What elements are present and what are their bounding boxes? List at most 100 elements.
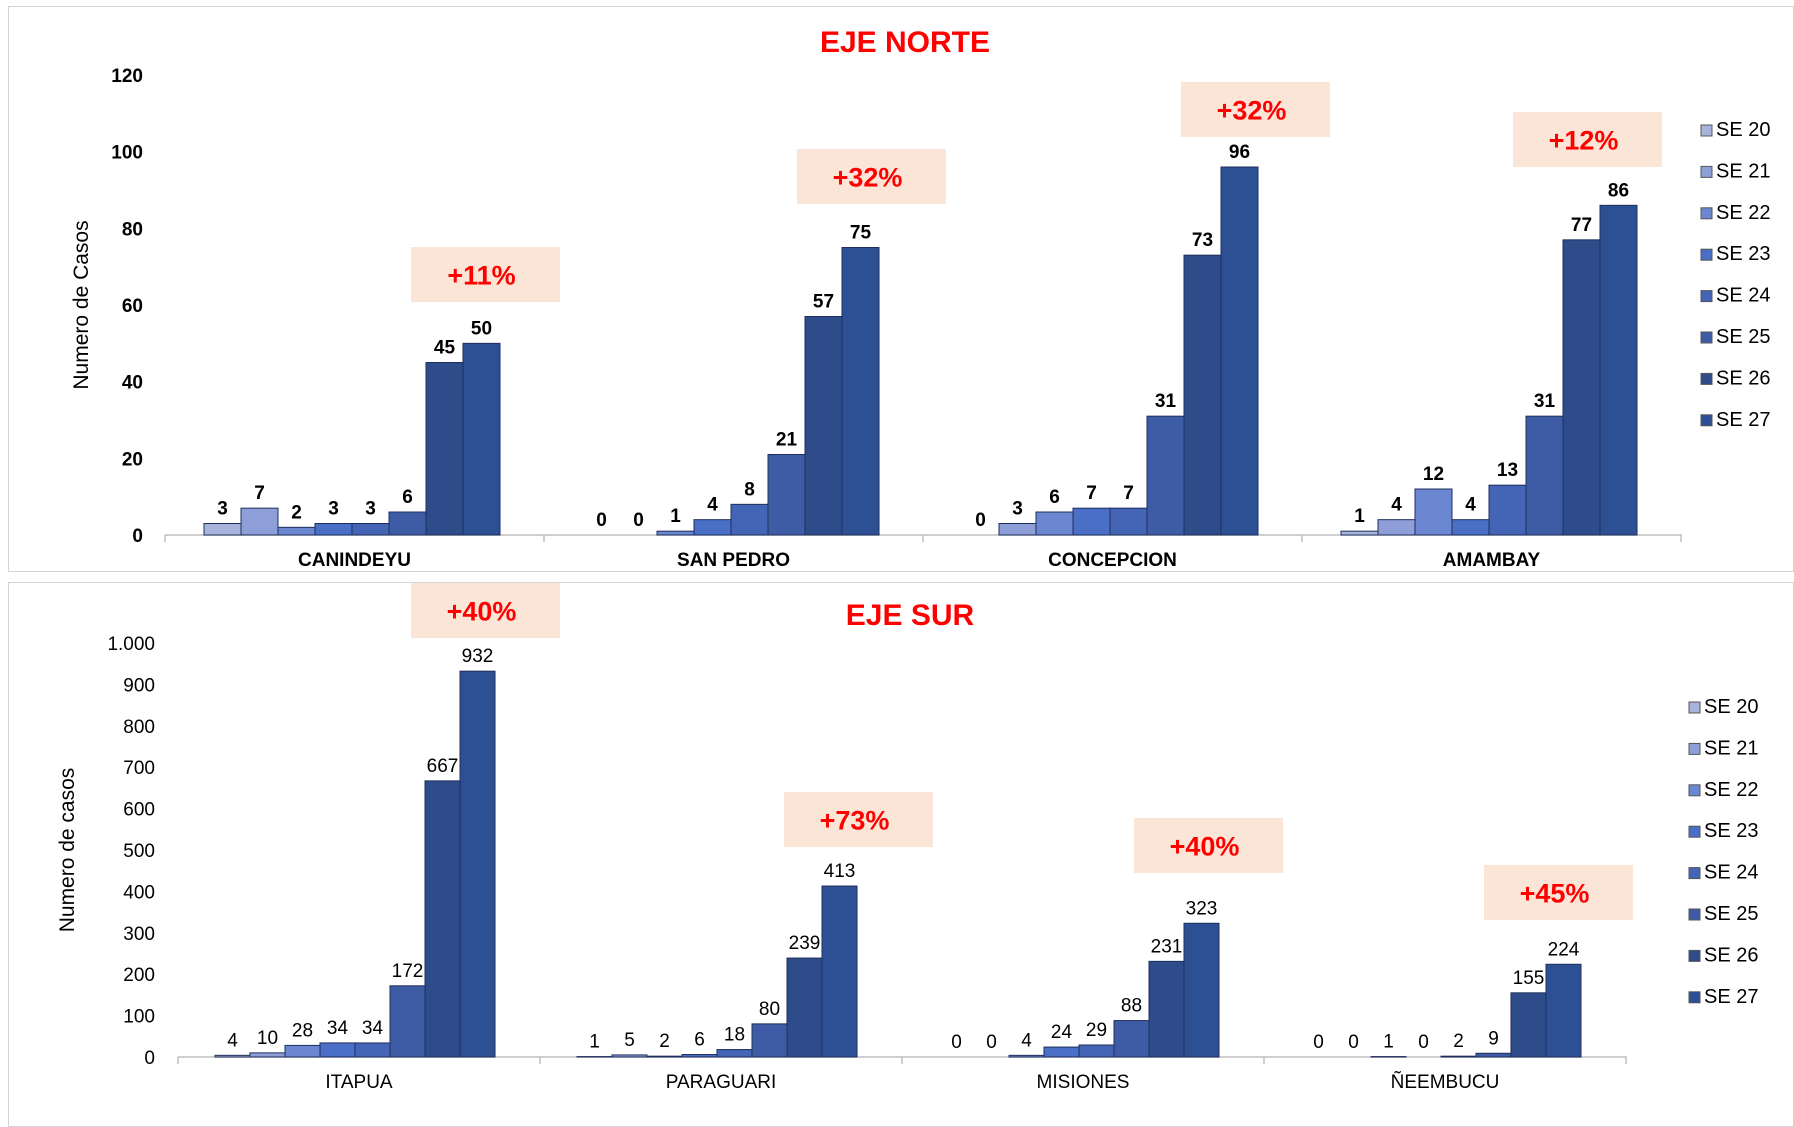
y-tick-label: 120 [111, 66, 143, 87]
bar [611, 1054, 648, 1058]
bar [203, 523, 242, 536]
data-label: 28 [292, 1020, 313, 1041]
data-label: 0 [596, 510, 607, 531]
bar [462, 342, 501, 536]
data-label: 96 [1229, 142, 1250, 163]
data-label: 6 [402, 487, 413, 508]
y-tick-label: 900 [123, 675, 155, 696]
y-tick-label: 1.000 [107, 634, 155, 655]
bar [1414, 488, 1453, 536]
data-label: 3 [328, 499, 339, 520]
data-label: 86 [1608, 180, 1629, 201]
bar [425, 362, 464, 536]
data-label: 7 [1086, 483, 1097, 504]
bar [1146, 415, 1185, 536]
bar [767, 454, 806, 536]
legend-label: SE 20 [1704, 696, 1758, 718]
bar [1148, 960, 1185, 1058]
legend-label: SE 26 [1704, 944, 1758, 966]
annotation-box [784, 792, 933, 847]
annotation-box [1513, 112, 1662, 167]
data-label: 3 [365, 499, 376, 520]
data-label: 155 [1513, 968, 1545, 989]
percent-change-label: +40% [447, 597, 517, 627]
bar [681, 1054, 718, 1058]
chart-panel-eje-norte [8, 6, 1794, 572]
bar [998, 523, 1037, 536]
data-label: 667 [427, 756, 459, 777]
data-label: 0 [986, 1032, 997, 1053]
annotation-box [411, 583, 560, 638]
bar [1340, 530, 1379, 536]
bar [319, 1042, 356, 1058]
data-label: 1 [670, 506, 681, 527]
data-label: 10 [257, 1028, 278, 1049]
category-label: SAN PEDRO [677, 550, 790, 571]
data-label: 3 [1012, 499, 1023, 520]
bar [351, 523, 390, 536]
bar [716, 1049, 753, 1058]
bar [804, 316, 843, 536]
y-tick-label: 400 [123, 882, 155, 903]
bar [693, 519, 732, 536]
legend-swatch [1700, 207, 1713, 220]
category-label: ITAPUA [325, 1072, 393, 1093]
category-label: PARAGUARI [666, 1072, 777, 1093]
percent-change-label: +32% [833, 163, 903, 193]
y-tick-label: 0 [132, 526, 143, 547]
y-tick-label: 500 [123, 841, 155, 862]
bar [1510, 992, 1547, 1058]
y-tick-label: 20 [122, 449, 143, 470]
data-label: 45 [434, 338, 456, 359]
bar [1072, 507, 1111, 536]
data-label: 1 [1383, 1032, 1394, 1053]
data-label: 57 [813, 292, 834, 313]
chart-title: EJE SUR [846, 599, 975, 632]
bar [1078, 1044, 1115, 1058]
data-label: 7 [254, 483, 265, 504]
data-label: 50 [471, 318, 492, 339]
annotation-box [1484, 865, 1633, 920]
legend-label: SE 22 [1704, 779, 1758, 801]
y-tick-label: 700 [123, 758, 155, 779]
percent-change-label: +11% [447, 261, 515, 291]
bar [1113, 1020, 1150, 1058]
data-label: 0 [633, 510, 644, 531]
data-label: 31 [1534, 391, 1556, 412]
legend-label: SE 27 [1716, 409, 1770, 431]
legend-label: SE 21 [1704, 737, 1758, 759]
y-tick-label: 300 [123, 924, 155, 945]
bar [646, 1055, 683, 1058]
y-tick-label: 40 [122, 373, 143, 394]
y-tick-label: 200 [123, 965, 155, 986]
data-label: 2 [291, 502, 302, 523]
legend-swatch [1688, 908, 1701, 921]
data-label: 73 [1192, 230, 1213, 251]
bar [1599, 204, 1638, 536]
percent-change-label: +73% [820, 806, 890, 836]
legend-label: SE 20 [1716, 119, 1770, 141]
data-label: 0 [1313, 1032, 1324, 1053]
data-label: 3 [217, 499, 228, 520]
data-label: 29 [1086, 1020, 1107, 1041]
data-label: 6 [694, 1030, 705, 1051]
category-label: MISIONES [1037, 1072, 1130, 1093]
bar [1183, 922, 1220, 1058]
percent-change-label: +32% [1217, 96, 1287, 126]
data-label: 172 [392, 961, 424, 982]
data-label: 34 [327, 1018, 349, 1039]
data-label: 239 [789, 933, 821, 954]
data-label: 9 [1488, 1028, 1499, 1049]
chart-panel-eje-sur [8, 582, 1794, 1127]
legend-swatch [1700, 372, 1713, 385]
data-label: 4 [1021, 1030, 1032, 1051]
annotation-box [411, 247, 560, 302]
data-label: 21 [776, 430, 798, 451]
bar [354, 1042, 391, 1058]
category-label: CANINDEYU [298, 550, 411, 571]
data-label: 932 [462, 646, 494, 667]
legend-label: SE 25 [1716, 326, 1770, 348]
bar [459, 670, 496, 1058]
y-tick-label: 600 [123, 800, 155, 821]
bar [751, 1023, 788, 1058]
